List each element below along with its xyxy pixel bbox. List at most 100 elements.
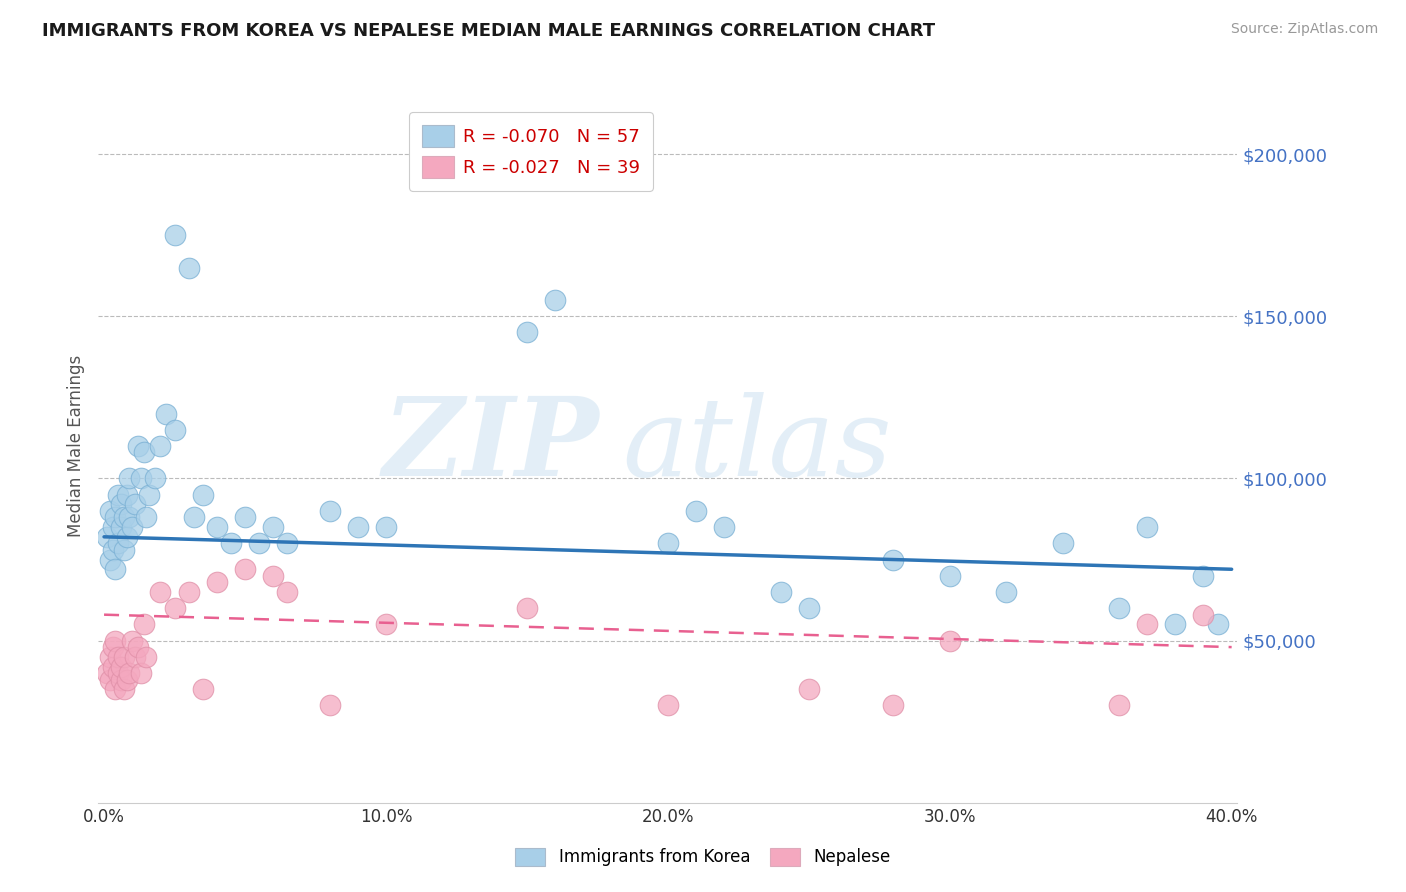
Point bbox=[1136, 617, 1159, 632]
Point bbox=[163, 423, 186, 437]
Point bbox=[1108, 698, 1130, 713]
Point bbox=[115, 673, 138, 687]
Text: Source: ZipAtlas.com: Source: ZipAtlas.com bbox=[1230, 22, 1378, 37]
Point bbox=[205, 575, 228, 590]
Point bbox=[96, 666, 118, 681]
Point bbox=[995, 585, 1018, 599]
Point bbox=[101, 659, 124, 673]
Point bbox=[797, 682, 820, 697]
Point bbox=[112, 649, 135, 664]
Point bbox=[1164, 617, 1187, 632]
Point bbox=[938, 568, 960, 582]
Point bbox=[112, 682, 135, 697]
Point bbox=[882, 698, 904, 713]
Point bbox=[98, 649, 121, 664]
Point bbox=[882, 552, 904, 566]
Legend: Immigrants from Korea, Nepalese: Immigrants from Korea, Nepalese bbox=[508, 839, 898, 875]
Point bbox=[101, 542, 124, 557]
Point bbox=[797, 601, 820, 615]
Point bbox=[98, 504, 121, 518]
Point bbox=[205, 520, 228, 534]
Point bbox=[104, 682, 127, 697]
Point bbox=[129, 471, 152, 485]
Point bbox=[685, 504, 707, 518]
Point bbox=[101, 520, 124, 534]
Point bbox=[191, 682, 214, 697]
Point bbox=[544, 293, 567, 307]
Point bbox=[104, 510, 127, 524]
Point bbox=[375, 617, 398, 632]
Point bbox=[1192, 568, 1215, 582]
Point bbox=[98, 673, 121, 687]
Point bbox=[124, 649, 146, 664]
Point bbox=[107, 666, 129, 681]
Point bbox=[233, 510, 256, 524]
Point bbox=[112, 542, 135, 557]
Legend: R = -0.070   N = 57, R = -0.027   N = 39: R = -0.070 N = 57, R = -0.027 N = 39 bbox=[409, 112, 654, 191]
Point bbox=[104, 633, 127, 648]
Point bbox=[163, 601, 186, 615]
Point bbox=[115, 530, 138, 544]
Point bbox=[516, 601, 538, 615]
Point bbox=[129, 666, 152, 681]
Text: atlas: atlas bbox=[623, 392, 891, 500]
Point bbox=[124, 497, 146, 511]
Point bbox=[118, 666, 141, 681]
Point bbox=[177, 585, 200, 599]
Point bbox=[1192, 607, 1215, 622]
Point bbox=[1136, 520, 1159, 534]
Point bbox=[346, 520, 368, 534]
Point bbox=[262, 568, 284, 582]
Point bbox=[657, 698, 679, 713]
Y-axis label: Median Male Earnings: Median Male Earnings bbox=[66, 355, 84, 537]
Point bbox=[110, 497, 132, 511]
Point bbox=[121, 633, 143, 648]
Point bbox=[219, 536, 242, 550]
Point bbox=[177, 260, 200, 275]
Point bbox=[135, 510, 157, 524]
Point bbox=[276, 536, 298, 550]
Point bbox=[115, 488, 138, 502]
Point bbox=[143, 471, 166, 485]
Point bbox=[98, 552, 121, 566]
Point bbox=[127, 439, 149, 453]
Point bbox=[118, 471, 141, 485]
Text: IMMIGRANTS FROM KOREA VS NEPALESE MEDIAN MALE EARNINGS CORRELATION CHART: IMMIGRANTS FROM KOREA VS NEPALESE MEDIAN… bbox=[42, 22, 935, 40]
Point bbox=[318, 504, 340, 518]
Point bbox=[183, 510, 205, 524]
Point bbox=[262, 520, 284, 534]
Point bbox=[247, 536, 270, 550]
Point bbox=[132, 617, 155, 632]
Point bbox=[112, 510, 135, 524]
Point bbox=[149, 439, 172, 453]
Point bbox=[155, 407, 177, 421]
Point bbox=[276, 585, 298, 599]
Point bbox=[516, 326, 538, 340]
Point bbox=[110, 673, 132, 687]
Point bbox=[769, 585, 792, 599]
Point bbox=[713, 520, 735, 534]
Point bbox=[110, 520, 132, 534]
Point bbox=[657, 536, 679, 550]
Point bbox=[163, 228, 186, 243]
Point bbox=[938, 633, 960, 648]
Point bbox=[107, 488, 129, 502]
Point bbox=[191, 488, 214, 502]
Point bbox=[118, 510, 141, 524]
Point bbox=[107, 536, 129, 550]
Point bbox=[121, 520, 143, 534]
Point bbox=[132, 445, 155, 459]
Point bbox=[1052, 536, 1074, 550]
Point bbox=[1206, 617, 1229, 632]
Point bbox=[96, 530, 118, 544]
Point bbox=[375, 520, 398, 534]
Point bbox=[138, 488, 160, 502]
Point bbox=[107, 649, 129, 664]
Text: ZIP: ZIP bbox=[382, 392, 599, 500]
Point bbox=[127, 640, 149, 654]
Point bbox=[1108, 601, 1130, 615]
Point bbox=[318, 698, 340, 713]
Point bbox=[101, 640, 124, 654]
Point bbox=[135, 649, 157, 664]
Point bbox=[149, 585, 172, 599]
